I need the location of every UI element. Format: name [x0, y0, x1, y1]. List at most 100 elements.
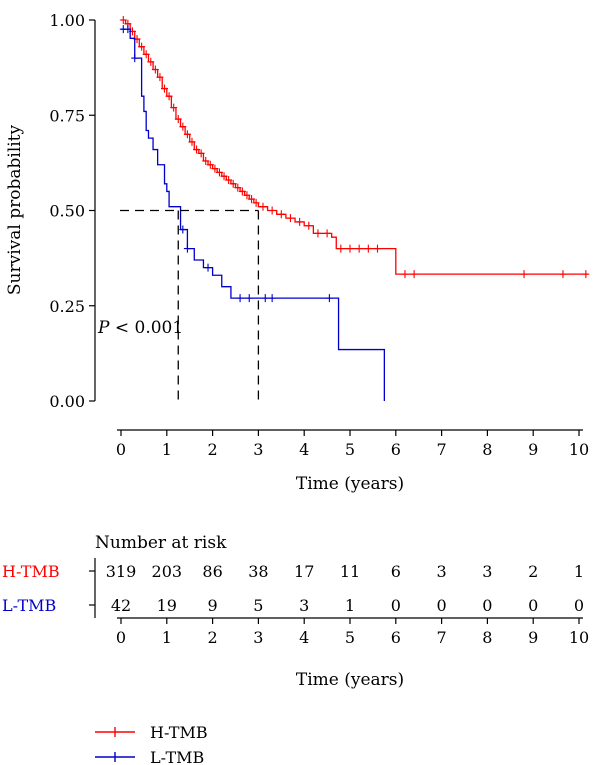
risk-table-x-label: Time (years) [296, 670, 404, 690]
censor-mark [325, 294, 333, 303]
censor-mark [161, 84, 169, 93]
x-tick-label: 1 [162, 440, 172, 459]
censor-mark [215, 168, 223, 177]
risk-count: 19 [157, 596, 177, 615]
censor-mark [314, 229, 322, 238]
censor-mark [165, 92, 173, 101]
censor-mark [151, 65, 159, 74]
censor-mark [138, 42, 146, 51]
risk-count: 2 [528, 562, 538, 581]
censor-mark [559, 270, 567, 279]
x-tick-label: 5 [345, 440, 355, 459]
censor-mark [179, 122, 187, 131]
censor-mark [238, 187, 246, 196]
censor-mark [323, 229, 331, 238]
censor-mark [211, 164, 219, 173]
risk-table-title: Number at risk [95, 533, 227, 553]
risk-count: 1 [574, 562, 584, 581]
censor-mark [277, 210, 285, 219]
risk-count: 42 [111, 596, 131, 615]
censor-mark [346, 244, 354, 253]
y-tick-label: 0.25 [49, 297, 85, 316]
censor-mark [206, 160, 214, 169]
risk-count: 1 [345, 596, 355, 615]
censor-mark [337, 244, 345, 253]
y-axis-label: Survival probability [5, 124, 25, 295]
risk-count: 11 [340, 562, 360, 581]
x-tick-label: 1 [162, 628, 172, 647]
censor-mark [220, 172, 228, 181]
censor-mark [355, 244, 363, 253]
x-tick-label: 10 [569, 440, 589, 459]
y-tick-label: 0.75 [49, 106, 85, 125]
censor-mark [193, 145, 201, 154]
risk-count: 17 [294, 562, 314, 581]
p-value: P < 0.001 [97, 318, 183, 338]
survival-curves [119, 16, 590, 401]
legend-label-l-tmb: L-TMB [150, 748, 204, 765]
risk-count: 0 [482, 596, 492, 615]
x-axis-label: Time (years) [296, 474, 404, 494]
censor-mark [124, 25, 132, 34]
censor-mark [197, 149, 205, 158]
risk-count: 3 [299, 596, 309, 615]
risk-count: 3 [482, 562, 492, 581]
risk-count: 0 [528, 596, 538, 615]
risk-table: Number at risk H-TMB 319 203 86 38 17 11 6 3 3 2 1L… [2, 533, 589, 690]
x-tick-label: 4 [299, 440, 309, 459]
p-value-symbol: P [97, 318, 110, 338]
censor-mark [248, 195, 256, 204]
x-tick-label: 6 [391, 628, 401, 647]
censor-mark [286, 214, 294, 223]
censor-mark [296, 217, 304, 226]
censor-mark [520, 270, 528, 279]
risk-count: 38 [248, 562, 268, 581]
risk-count: 0 [391, 596, 401, 615]
risk-count: 6 [391, 562, 401, 581]
risk-count: 0 [437, 596, 447, 615]
censor-mark [174, 115, 182, 124]
y-tick-label: 1.00 [49, 11, 85, 30]
x-tick-label: 7 [437, 440, 447, 459]
x-tick-label: 3 [253, 628, 263, 647]
censor-mark [410, 270, 418, 279]
risk-count: 319 [106, 562, 137, 581]
censor-mark [156, 73, 164, 82]
y-tick-label: 0.00 [49, 392, 85, 411]
p-value-text: < 0.001 [109, 318, 183, 338]
censor-mark [179, 225, 187, 234]
censor-mark [401, 270, 409, 279]
censor-mark [373, 244, 381, 253]
censor-mark [225, 176, 233, 185]
x-tick-label: 4 [299, 628, 309, 647]
censor-mark [236, 294, 244, 303]
censor-mark [305, 221, 313, 230]
x-tick-label: 8 [482, 628, 492, 647]
risk-count: 9 [208, 596, 218, 615]
x-tick-label: 2 [208, 628, 218, 647]
x-tick-label: 10 [569, 628, 589, 647]
censor-mark [364, 244, 372, 253]
censor-mark [147, 57, 155, 66]
x-tick-label: 6 [391, 440, 401, 459]
censor-mark [229, 179, 237, 188]
survival-plot: 0.00 0.25 0.50 0.75 1.00 0 1 2 3 4 5 6 7 8 9 10 [49, 11, 590, 459]
x-tick-label: 0 [116, 628, 126, 647]
censor-mark [234, 183, 242, 192]
x-tick-label: 5 [345, 628, 355, 647]
legend-label-h-tmb: H-TMB [150, 723, 208, 742]
censor-mark [582, 270, 590, 279]
risk-count: 5 [253, 596, 263, 615]
legend: H-TMB L-TMB [95, 723, 208, 765]
x-tick-label: 8 [482, 440, 492, 459]
x-tick-label: 9 [528, 440, 538, 459]
censor-mark [243, 191, 251, 200]
risk-count: 203 [152, 562, 183, 581]
censor-mark [131, 54, 139, 63]
risk-table-rows: H-TMB 319 203 86 38 17 11 6 3 3 2 1 L-TMB 42 19 9 5 3 1 0 0 0… [2, 558, 584, 618]
censor-mark [245, 294, 253, 303]
x-tick-label: 0 [116, 440, 126, 459]
censor-mark [252, 198, 260, 207]
censor-mark [188, 137, 196, 146]
